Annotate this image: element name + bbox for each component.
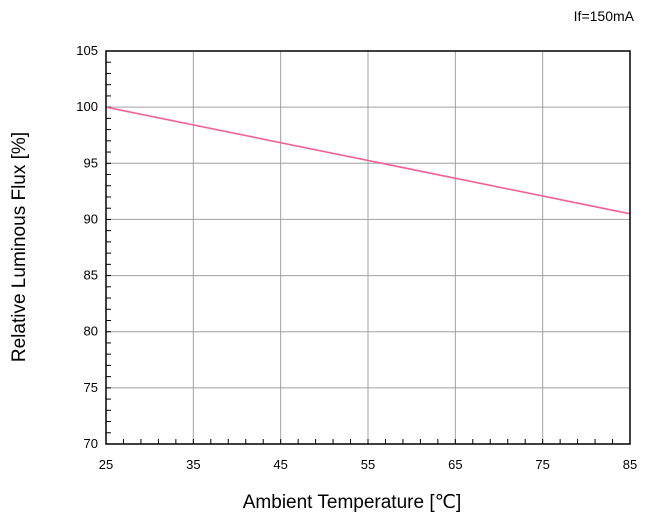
y-tick-label: 90 <box>84 211 98 226</box>
minor-ticks <box>105 50 631 445</box>
x-tick-label: 25 <box>99 457 113 472</box>
x-tick-label: 55 <box>361 457 375 472</box>
y-tick-label: 105 <box>76 43 98 58</box>
plot-frame <box>105 50 631 445</box>
series-group <box>105 106 631 215</box>
x-tick-labels: 25 35 45 55 65 75 85 <box>99 457 637 472</box>
y-tick-label: 75 <box>84 380 98 395</box>
y-tick-label: 85 <box>84 268 98 283</box>
y-tick-label: 70 <box>84 436 98 451</box>
x-tick-label: 35 <box>186 457 200 472</box>
x-tick-label: 75 <box>535 457 549 472</box>
x-tick-label: 85 <box>623 457 637 472</box>
series-line <box>105 106 631 215</box>
x-tick-label: 65 <box>448 457 462 472</box>
y-axis-title: Relative Luminous Flux [%] <box>9 132 30 362</box>
y-tick-label: 80 <box>84 324 98 339</box>
y-tick-label: 100 <box>76 99 98 114</box>
y-tick-label: 95 <box>84 155 98 170</box>
condition-annotation: If=150mA <box>574 8 635 24</box>
x-tick-label: 45 <box>273 457 287 472</box>
x-axis-title: Ambient Temperature [℃] <box>243 492 461 513</box>
y-tick-labels: 70 75 80 85 90 95 100 105 <box>76 43 98 451</box>
